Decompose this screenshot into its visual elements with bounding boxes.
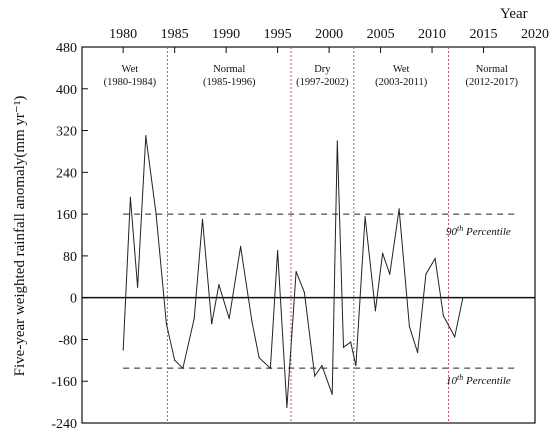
plot-frame bbox=[81, 46, 536, 424]
data-point bbox=[269, 367, 272, 369]
data-point bbox=[417, 351, 419, 354]
period-name: Normal bbox=[213, 64, 245, 75]
period-range: (2012-2017) bbox=[466, 77, 519, 88]
x-tick-label: 1980 bbox=[109, 27, 137, 42]
data-point bbox=[295, 270, 297, 273]
data-point bbox=[201, 218, 204, 220]
data-point bbox=[374, 310, 377, 312]
data-point bbox=[251, 320, 253, 322]
data-point bbox=[342, 346, 345, 348]
data-point bbox=[331, 393, 333, 395]
data-point bbox=[408, 325, 410, 327]
x-tick-label: 1995 bbox=[264, 27, 292, 42]
period-name: Normal bbox=[476, 64, 508, 75]
y-tick-label: -160 bbox=[51, 375, 77, 390]
data-point bbox=[211, 323, 213, 325]
y-tick-label: 240 bbox=[56, 166, 77, 181]
percentile-90-label: 90th Percentile bbox=[446, 224, 511, 238]
data-point bbox=[389, 273, 391, 275]
period-range: (1997-2002) bbox=[296, 77, 349, 88]
data-point bbox=[182, 367, 184, 369]
data-point bbox=[277, 250, 279, 252]
period-name: Dry bbox=[314, 64, 331, 75]
data-point bbox=[136, 286, 139, 288]
x-axis: 1980 1985 1990 1995 2000 2005 2010 2015 2020 bbox=[109, 27, 549, 53]
y-axis: -240 -160 -80 0 80 160 240 320 400 480 bbox=[51, 41, 88, 432]
data-point bbox=[129, 196, 131, 198]
x-tick-label: 2020 bbox=[521, 27, 549, 42]
x-tick-label: 2000 bbox=[315, 27, 343, 42]
period-name: Wet bbox=[122, 64, 139, 75]
data-point bbox=[454, 336, 456, 338]
data-point bbox=[174, 359, 176, 361]
data-point bbox=[228, 317, 230, 320]
percentile-10-label: 10th Percentile bbox=[446, 373, 511, 387]
data-point bbox=[321, 364, 323, 367]
data-point bbox=[314, 375, 316, 377]
data-point bbox=[398, 208, 400, 210]
period-range: (1985-1996) bbox=[203, 77, 256, 88]
y-tick-label: 320 bbox=[56, 125, 77, 140]
y-tick-label: 0 bbox=[70, 292, 77, 307]
period-range: (2003-2011) bbox=[375, 77, 428, 88]
series-line bbox=[122, 135, 464, 408]
y-tick-label: 80 bbox=[63, 250, 77, 265]
data-point bbox=[442, 315, 444, 317]
data-point bbox=[218, 284, 220, 286]
data-point bbox=[155, 213, 157, 215]
period-name: Wet bbox=[393, 64, 410, 75]
period-labels: Wet (1980-1984) Normal (1985-1996) Dry (1997-… bbox=[104, 64, 519, 88]
y-tick-label: 160 bbox=[56, 208, 77, 223]
data-point bbox=[382, 252, 384, 254]
data-point bbox=[193, 317, 195, 320]
data-point bbox=[145, 135, 147, 137]
y-tick-label: -80 bbox=[58, 333, 77, 348]
data-point bbox=[355, 364, 357, 367]
y-tick-label: 400 bbox=[56, 83, 77, 98]
period-range: (1980-1984) bbox=[104, 77, 157, 88]
data-point bbox=[122, 349, 124, 351]
data-point bbox=[425, 273, 427, 275]
x-tick-label: 1985 bbox=[161, 27, 189, 42]
series-layer bbox=[122, 135, 464, 408]
data-point bbox=[336, 140, 338, 142]
y-axis-label: Five-year weighted rainfall anomaly(mm y… bbox=[12, 96, 28, 377]
data-point bbox=[239, 245, 242, 248]
data-point bbox=[303, 291, 305, 294]
data-point bbox=[350, 341, 352, 343]
data-point bbox=[165, 323, 168, 325]
x-tick-label: 2015 bbox=[470, 27, 498, 42]
x-tick-label: 2010 bbox=[418, 27, 446, 42]
y-tick-label: -240 bbox=[51, 417, 77, 432]
x-axis-label: Year bbox=[500, 6, 528, 22]
data-point bbox=[258, 357, 260, 359]
data-point bbox=[462, 297, 464, 299]
y-tick-label: 480 bbox=[56, 41, 77, 56]
data-point bbox=[434, 257, 436, 260]
period-dividers bbox=[166, 47, 450, 423]
data-point bbox=[286, 406, 288, 408]
reference-lines bbox=[82, 213, 535, 369]
x-tick-label: 1990 bbox=[212, 27, 240, 42]
data-point bbox=[364, 216, 366, 218]
x-tick-label: 2005 bbox=[367, 27, 395, 42]
